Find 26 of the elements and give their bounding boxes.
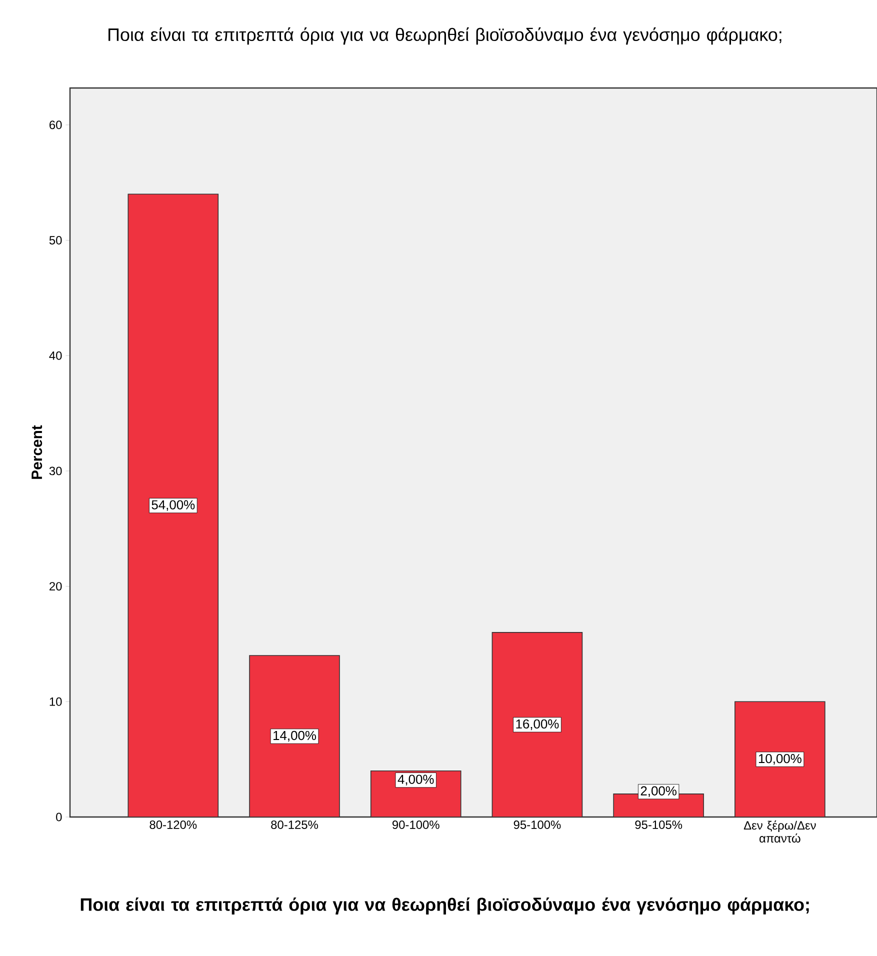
y-tick-label: 50 bbox=[49, 236, 62, 244]
y-axis-title: Percent bbox=[32, 425, 42, 479]
bar bbox=[492, 632, 583, 817]
y-tick-label: 30 bbox=[49, 466, 62, 476]
data-label: 16,00% bbox=[516, 719, 559, 730]
data-label: 14,00% bbox=[274, 730, 316, 742]
data-label: 4,00% bbox=[398, 774, 434, 786]
y-tick-label: 60 bbox=[50, 120, 62, 130]
data-label: 2,00% bbox=[640, 786, 676, 797]
y-tick-label: 40 bbox=[49, 351, 62, 360]
bar bbox=[250, 656, 340, 817]
y-tick-label: 10 bbox=[50, 697, 62, 706]
data-label: 54,00% bbox=[152, 500, 195, 511]
bar bbox=[734, 701, 826, 817]
data-label: 10,00% bbox=[758, 754, 802, 765]
chart-title: Ποια είναι τα επιτρεπτά όρια για να θεωρηθεί βιοϊσοδύναμο ένα γενόσημο φάρμακο; bbox=[108, 27, 782, 45]
x-tick-label: 90-100% bbox=[392, 820, 440, 829]
x-tick-label: Δεν ξέρω/Δεν απαντώ bbox=[744, 820, 816, 843]
bar bbox=[128, 194, 219, 817]
x-tick-label: 95-100% bbox=[514, 820, 561, 829]
y-tick-label: 0 bbox=[56, 812, 62, 822]
x-tick-label: 95-105% bbox=[635, 820, 682, 829]
x-tick-label: 80-125% bbox=[271, 820, 318, 829]
x-axis-title: Ποια είναι τα επιτρεπτά όρια για να θεωρηθεί βιοϊσοδύναμο ένα γενόσημο φάρμακο; bbox=[80, 898, 809, 914]
x-tick-label: 80-120% bbox=[150, 820, 197, 829]
y-tick-label: 20 bbox=[50, 582, 62, 591]
